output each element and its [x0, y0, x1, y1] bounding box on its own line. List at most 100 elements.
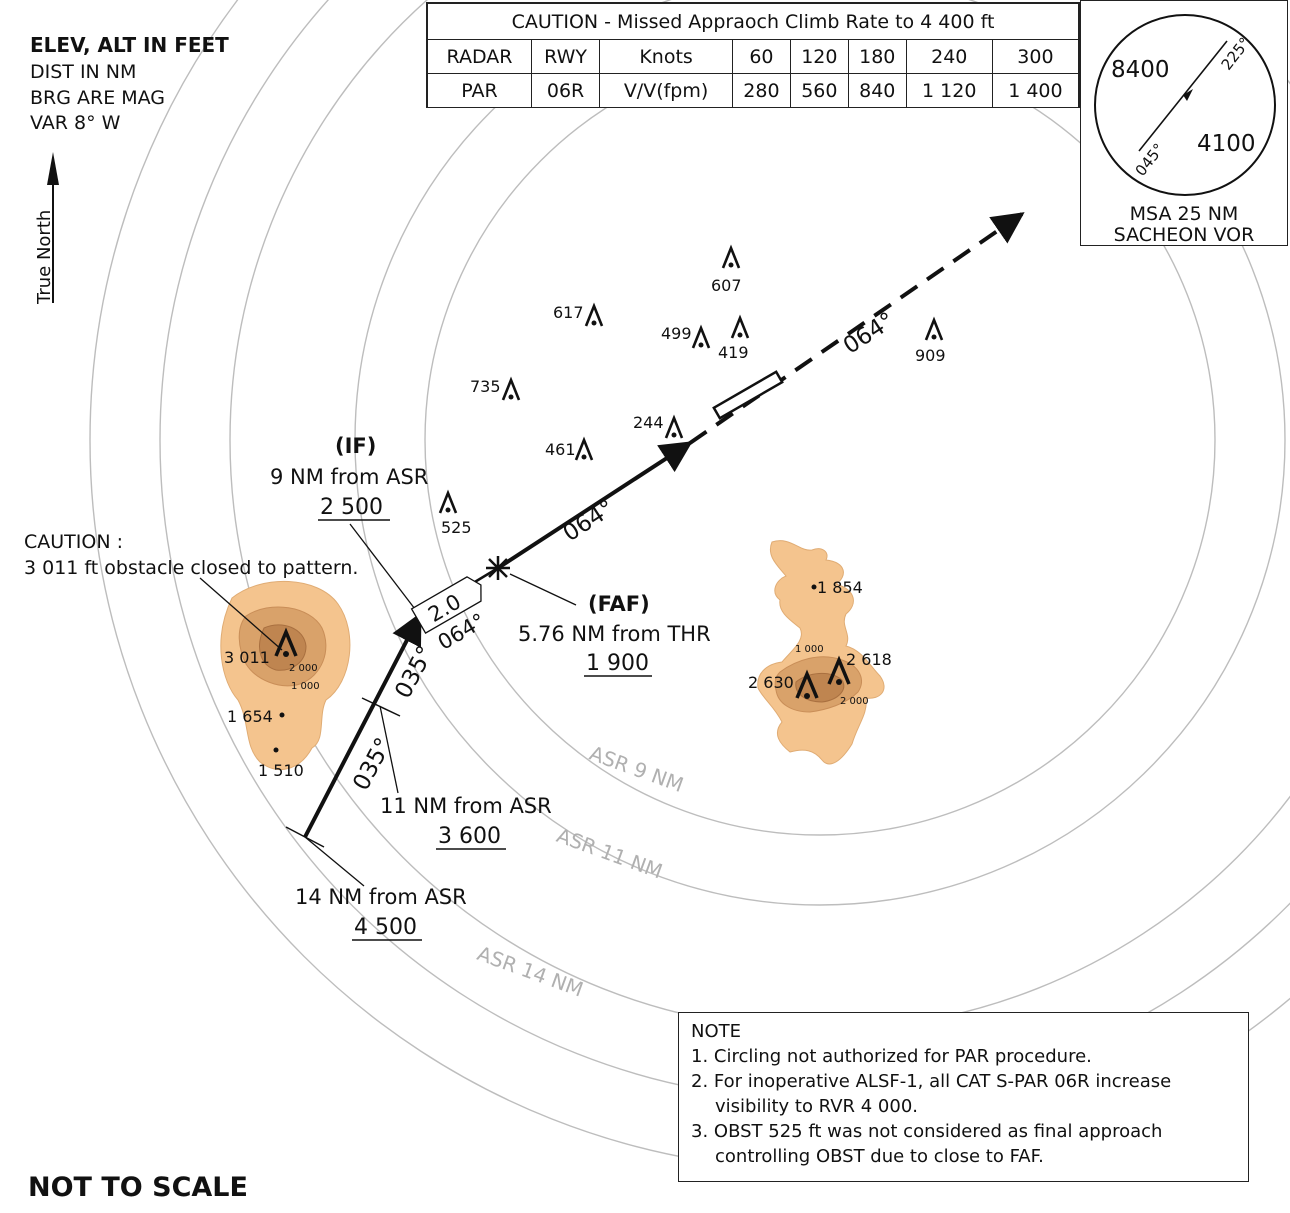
faf-symbol	[486, 556, 510, 580]
msa-brg-sw: 045°	[1132, 140, 1168, 180]
obstacle-symbol-909	[924, 316, 944, 341]
obstacle-label-909: 909	[915, 346, 946, 365]
true-north-arrow: True North	[34, 152, 59, 305]
table-cell: RWY	[531, 39, 601, 74]
obstacle-symbol-617	[584, 302, 604, 327]
terrain-west-peak-label: 3 011	[224, 648, 270, 667]
obstacle-label-525: 525	[441, 518, 472, 537]
table-cell: PAR	[426, 73, 533, 108]
missed-approach-title: CAUTION - Missed Appraoch Climb Rate to …	[427, 3, 1079, 40]
note-box: NOTE 1. Circling not authorized for PAR …	[678, 1012, 1249, 1182]
table-cell: 560	[789, 73, 849, 108]
ring-label-asr-9: ASR 9 NM	[586, 741, 686, 797]
msa-box: 8400 4100 225° 045° MSA 25 NM SACHEON VO…	[1080, 0, 1288, 246]
table-cell: 840	[847, 73, 907, 108]
note-item: 1. Circling not authorized for PAR proce…	[691, 1046, 1092, 1067]
table-cell: 1 120	[905, 73, 993, 108]
caution-line2: 3 011 ft obstacle closed to pattern.	[24, 557, 358, 579]
msa-alt-se: 4100	[1197, 131, 1256, 157]
missed-approach-table: CAUTION - Missed Appraoch Climb Rate to …	[426, 2, 1080, 108]
approach-track	[303, 212, 1025, 838]
table-cell: V/V(fpm)	[599, 73, 733, 108]
header-line3: BRG ARE MAG	[30, 87, 165, 109]
note-item: 2. For inoperative ALSF-1, all CAT S-PAR…	[691, 1071, 1172, 1117]
obstacle-label-499: 499	[661, 324, 692, 343]
obstacle-symbol-499	[691, 324, 711, 349]
obstacle-symbol-607	[721, 244, 741, 269]
terrain-west-1000-label: 1 000	[291, 681, 320, 692]
terrain-east	[757, 540, 885, 765]
faf-title: (FAF)	[588, 592, 650, 616]
table-cell: 06R	[531, 73, 601, 108]
table-cell: Knots	[599, 39, 733, 74]
obstacle-label-244: 244	[633, 413, 664, 432]
if-distance: 9 NM from ASR	[270, 465, 428, 489]
fix14-distance: 14 NM from ASR	[295, 885, 467, 909]
header-line2: DIST IN NM	[30, 61, 136, 83]
missed-bearing-label: 064°	[839, 308, 900, 360]
table-cell: 60	[731, 39, 791, 74]
obstacle-symbol-461	[574, 436, 594, 461]
faf-distance: 5.76 NM from THR	[518, 622, 711, 646]
ring-label-asr-11: ASR 11 NM	[554, 823, 666, 883]
leader-14nm	[304, 836, 365, 887]
obstacle-labels: 607 617 499 419 909 735 244 461 525	[441, 276, 946, 537]
obstacle-symbol-735	[501, 376, 521, 401]
obstacle-symbol-419	[730, 314, 750, 339]
table-cell: RADAR	[426, 39, 533, 74]
terrain-east-base	[757, 540, 885, 765]
obstacle-symbol-244	[664, 414, 684, 439]
table-cell: 300	[991, 39, 1080, 74]
spot-dots	[273, 262, 937, 753]
terrain-west-2000	[259, 624, 307, 671]
msa-diagram: 8400 4100 225° 045° MSA 25 NM SACHEON VO…	[1094, 14, 1276, 246]
header-line4: VAR 8° W	[30, 112, 121, 134]
table-cell: 280	[731, 73, 791, 108]
climb-rate-table: CAUTION - Missed Appraoch Climb Rate to …	[426, 3, 1080, 108]
inbound-leg-035	[303, 612, 422, 838]
runway-06r	[712, 370, 784, 420]
obstacle-label-617: 617	[553, 303, 584, 322]
obstacle-label-607: 607	[711, 276, 742, 295]
not-to-scale: NOT TO SCALE	[28, 1172, 248, 1203]
terrain-west	[220, 581, 351, 770]
fix14-altitude: 4 500	[354, 915, 417, 940]
ring-label-asr-14: ASR 14 NM	[474, 941, 586, 1001]
obstacles	[274, 244, 944, 699]
faf-altitude: 1 900	[586, 651, 649, 676]
msa-caption-1: MSA 25 NM	[1130, 203, 1239, 225]
table-cell: 1 400	[991, 73, 1080, 108]
obstacle-symbol-2618	[827, 655, 851, 685]
msa-alt-nw: 8400	[1111, 57, 1170, 83]
obstacle-symbol-525	[438, 489, 458, 514]
terrain-east-peak-east-label: 2 618	[846, 650, 892, 669]
table-cell: 240	[905, 39, 993, 74]
terrain-west-2000-label: 2 000	[289, 663, 318, 674]
terrain-west-spot1-label: 1 654	[227, 707, 273, 726]
terrain-east-spot-top-label: 1 854	[817, 578, 863, 597]
obstacle-label-735: 735	[470, 377, 501, 396]
if-title: (IF)	[335, 434, 376, 458]
ring-asr-11	[354, 0, 1286, 906]
leader-lines	[199, 523, 577, 887]
obstacle-label-419: 419	[718, 343, 749, 362]
terrain-west-spot2-label: 1 510	[258, 761, 304, 780]
note-title: NOTE	[691, 1021, 742, 1042]
if-altitude: 2 500	[320, 495, 383, 520]
header-line1: ELEV, ALT IN FEET	[30, 33, 229, 57]
obstacle-symbol-3011	[274, 627, 298, 657]
obstacle-label-461: 461	[545, 440, 576, 459]
note-item: 3. OBST 525 ft was not considered as fin…	[691, 1121, 1163, 1167]
terrain-east-2000-label: 2 000	[840, 696, 869, 707]
leader-faf	[509, 573, 577, 606]
obstacle-symbol-2630	[795, 669, 819, 699]
tick-11nm	[361, 697, 401, 717]
turn-distance-box	[410, 576, 482, 635]
caution-line1: CAUTION :	[24, 531, 123, 553]
leader-if	[349, 523, 419, 614]
true-north-label: True North	[34, 210, 55, 305]
fix11-distance: 11 NM from ASR	[380, 794, 552, 818]
leader-11nm	[379, 705, 399, 794]
leader-caution	[199, 577, 283, 651]
